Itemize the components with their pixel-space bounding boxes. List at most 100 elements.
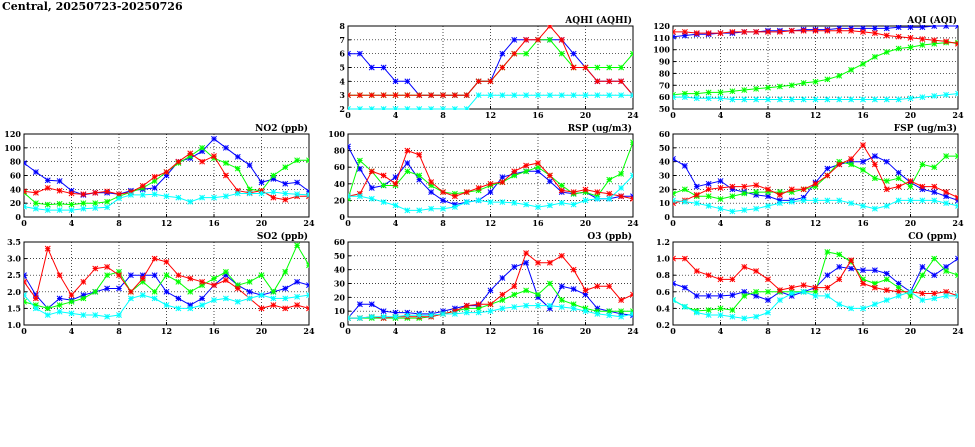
x-tick-label: 16 [208,218,220,228]
data-point [765,288,771,295]
chart-title: SO2 (ppb) [257,231,308,242]
data-point [919,272,926,279]
data-point [800,282,807,289]
data-point [812,197,819,204]
data-point [32,200,39,207]
data-point [258,305,265,312]
data-point [404,168,411,175]
data-point [282,295,289,302]
data-point [618,92,625,99]
data-point [222,172,229,179]
data-point [741,87,748,93]
y-tick-label: 80 [334,146,346,156]
x-tick-label: 20 [905,326,917,336]
chart-title: AQHI (AQHI) [564,15,632,26]
y-tick-label: 0.4 [656,303,670,313]
data-point [582,291,589,298]
data-point [955,90,958,97]
data-point [681,284,688,291]
data-point [222,193,229,200]
data-point [416,312,423,319]
data-point [860,280,866,287]
data-point [943,91,950,98]
data-point [32,169,39,175]
data-point [546,202,553,209]
data-point [116,195,122,202]
chart-4: 0 4 8 12 16 20 24 0 10 20 30 40 50 60 FSP (ug/m3) [659,123,964,228]
data-point [800,194,807,201]
data-point [606,92,613,99]
data-point [282,305,289,312]
data-point [199,295,206,302]
data-point [68,201,75,208]
data-point [116,268,122,275]
data-point [871,284,878,291]
y-tick-label: 80 [10,157,22,167]
chart-title: O3 (ppb) [587,231,632,242]
data-point [139,272,146,279]
data-point [234,153,241,160]
data-point [848,66,855,73]
data-point [428,189,435,196]
y-tick-label: 3.0 [7,254,21,264]
data-point [717,95,724,102]
data-point [907,34,914,41]
data-point [741,183,748,190]
data-point [741,207,748,214]
data-point [535,302,541,309]
data-point [246,190,253,197]
data-point [440,308,446,315]
data-point [753,205,760,212]
data-point [234,282,241,289]
data-point [428,182,435,189]
data-point [116,312,122,318]
data-point [44,177,51,184]
data-point [895,280,902,287]
data-point [705,272,712,279]
data-point [282,164,289,171]
data-point [673,255,676,262]
data-point [765,96,771,103]
data-point [594,78,601,85]
data-point [860,167,866,173]
x-tick-label: 4 [718,110,724,120]
data-point [681,32,688,39]
data-point [535,294,541,301]
data-point [673,33,676,40]
x-tick-label: 4 [69,326,75,336]
data-point [871,267,878,274]
data-point [753,288,760,295]
data-point [270,295,277,302]
data-point [693,30,700,37]
data-point [92,288,99,295]
data-point [606,190,613,197]
data-point [800,96,807,103]
data-point [753,268,760,275]
page-title: Central, 20250723-20250726 [2,0,183,13]
x-tick-label: 16 [857,110,869,120]
y-tick-label: 2.0 [7,287,21,297]
data-point [440,106,446,110]
data-point [931,25,938,29]
data-point [511,263,518,270]
series-2 [673,27,958,47]
x-tick-label: 4 [393,110,399,120]
data-point [523,50,530,57]
data-point [234,285,241,292]
chart-3: 0 4 8 12 16 20 24 0 20 40 60 80 100 RSP (ug/m3) [328,123,639,228]
y-tick-label: 3 [339,90,345,100]
x-tick-label: 0 [345,110,351,120]
data-point [139,191,146,198]
data-point [765,202,771,209]
data-point [741,315,748,322]
data-point [475,78,482,85]
data-point [883,297,890,304]
data-point [558,36,565,43]
x-tick-label: 20 [905,218,917,228]
data-point [582,305,589,312]
data-point [368,106,375,110]
data-point [523,92,530,99]
data-point [499,174,506,181]
data-point [836,161,843,168]
data-point [211,297,217,304]
